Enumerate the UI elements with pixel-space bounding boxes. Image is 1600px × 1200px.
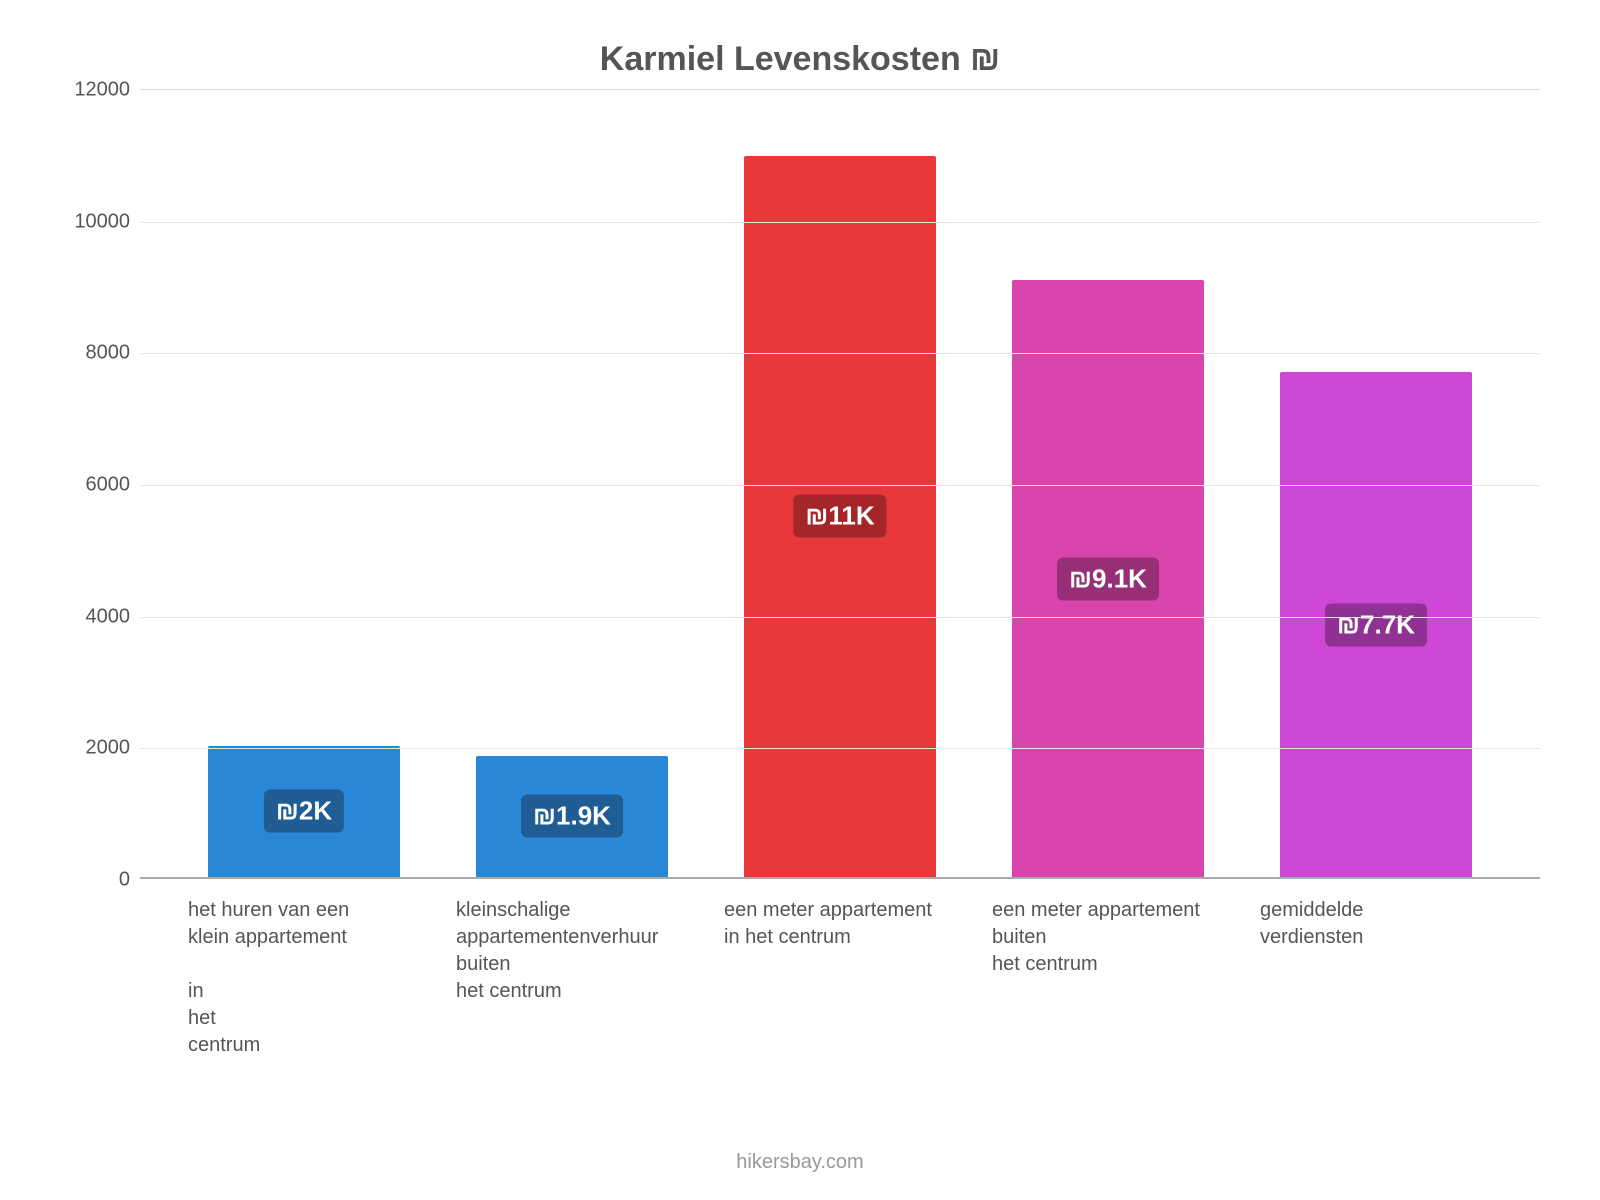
- bar: ₪9.1K: [1012, 280, 1205, 877]
- bar-slot: ₪7.7K: [1242, 90, 1510, 877]
- gridline: [140, 617, 1540, 618]
- gridline: [140, 748, 1540, 749]
- bars-layer: ₪2K ₪1.9K ₪11K ₪9.1K ₪7.7K: [140, 90, 1540, 877]
- gridline: [140, 485, 1540, 486]
- y-tick-label: 12000: [70, 79, 130, 102]
- y-tick-label: 8000: [70, 342, 130, 365]
- bar-slot: ₪2K: [170, 90, 438, 877]
- x-category-label: een meter appartement buiten het centrum: [974, 897, 1242, 1059]
- x-category-label: een meter appartement in het centrum: [706, 897, 974, 1059]
- bar: ₪2K: [208, 746, 401, 877]
- y-tick-label: 4000: [70, 605, 130, 628]
- bar: ₪7.7K: [1280, 372, 1473, 877]
- y-tick-label: 2000: [70, 737, 130, 760]
- y-tick-label: 6000: [70, 474, 130, 497]
- gridline: [140, 353, 1540, 354]
- chart-container: Karmiel Levenskosten ₪ ₪2K ₪1.9K ₪11K ₪9.1K…: [0, 0, 1600, 1200]
- bar: ₪11K: [744, 156, 937, 877]
- x-category-label: kleinschalige appartementenverhuur buite…: [438, 897, 706, 1059]
- chart-footer: hikersbay.com: [0, 1151, 1600, 1174]
- bar-value-label: ₪7.7K: [1325, 603, 1427, 646]
- bar-slot: ₪1.9K: [438, 90, 706, 877]
- bar: ₪1.9K: [476, 756, 669, 877]
- gridline: [140, 222, 1540, 223]
- y-tick-label: 0: [70, 869, 130, 892]
- x-category-label: het huren van een klein appartement in h…: [170, 897, 438, 1059]
- bar-value-label: ₪1.9K: [521, 795, 623, 838]
- bar-slot: ₪9.1K: [974, 90, 1242, 877]
- x-category-label: gemiddelde verdiensten: [1242, 897, 1510, 1059]
- x-axis-labels: het huren van een klein appartement in h…: [140, 879, 1540, 1059]
- plot-area: ₪2K₪1.9K₪11K₪9.1K₪7.7K 02000400060008000…: [140, 89, 1540, 879]
- y-tick-label: 10000: [70, 210, 130, 233]
- bar-value-label: ₪11K: [793, 495, 886, 538]
- bar-slot: ₪11K: [706, 90, 974, 877]
- chart-title: Karmiel Levenskosten ₪: [60, 40, 1540, 79]
- bar-value-label: ₪2K: [264, 790, 344, 833]
- bar-value-label: ₪9.1K: [1057, 557, 1159, 600]
